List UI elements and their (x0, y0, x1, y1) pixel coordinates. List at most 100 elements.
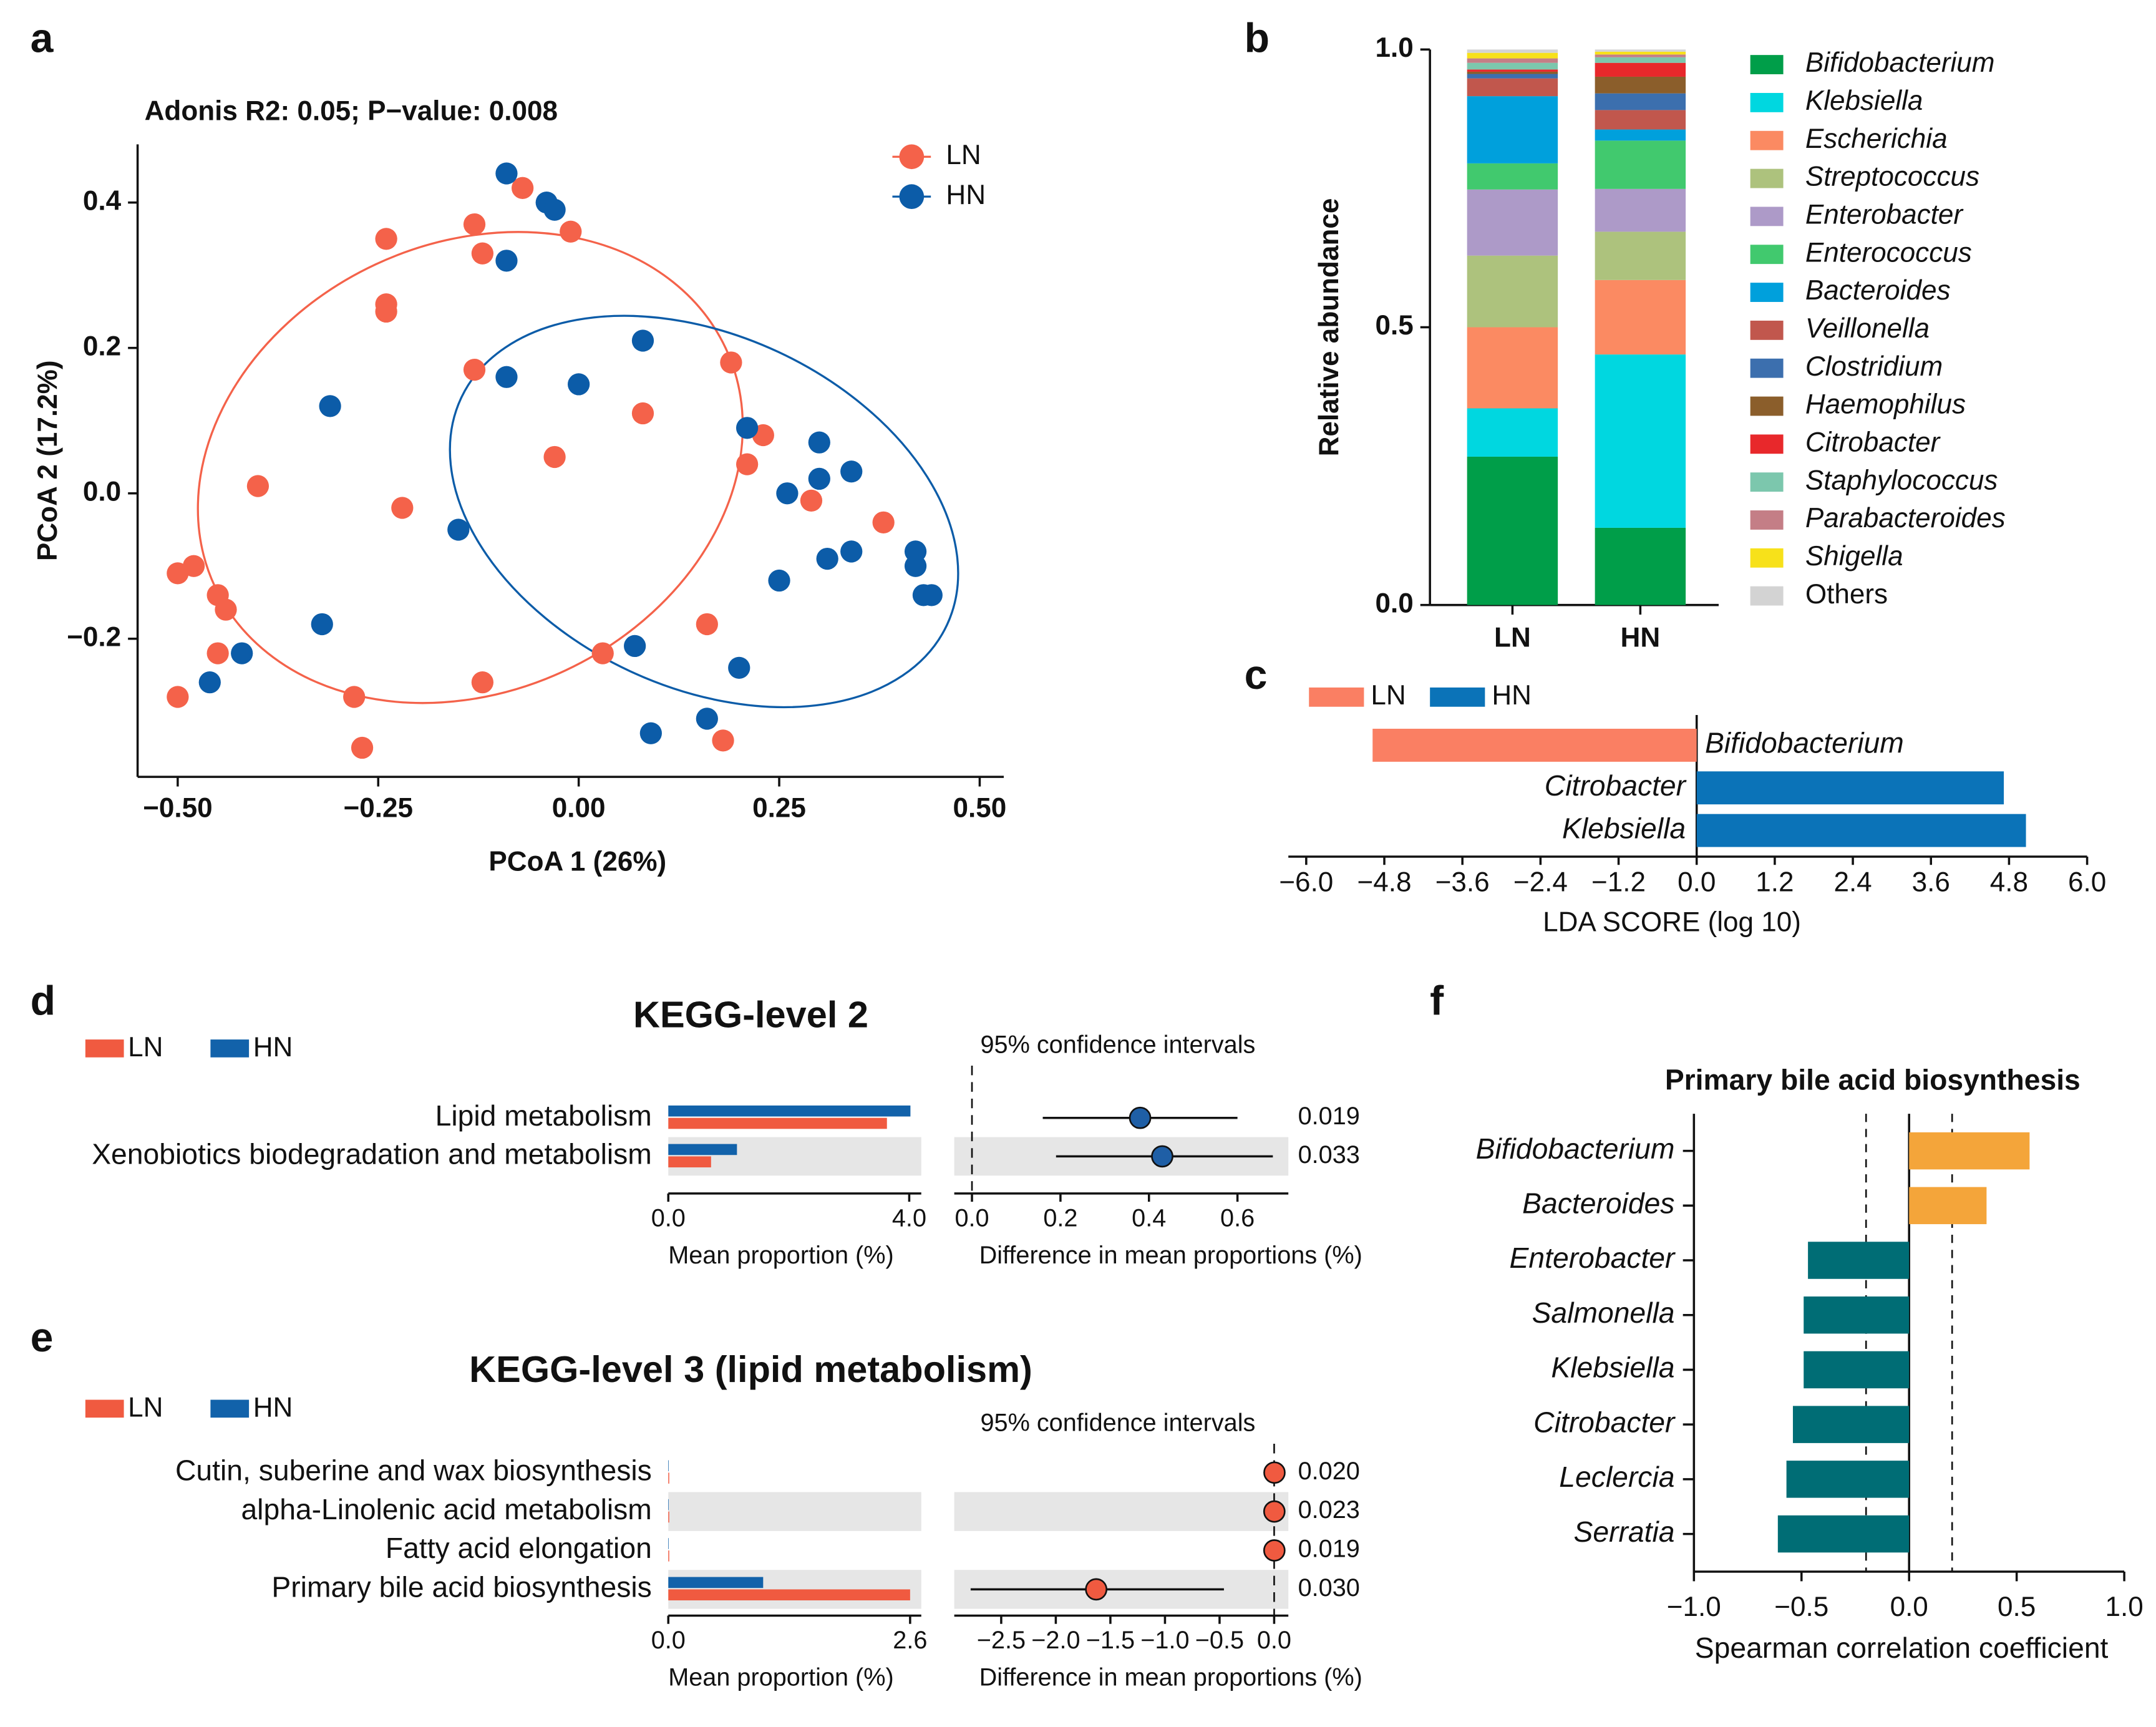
legend-label: Enterobacter (1805, 200, 1964, 230)
panel-label: e (31, 1315, 54, 1361)
x-tick-label: 0.0 (1678, 867, 1716, 898)
legend-swatch (1750, 548, 1784, 568)
data-point (495, 366, 518, 388)
x-tick-label: 0.5 (1998, 1592, 2036, 1622)
data-point (920, 584, 943, 606)
category-label: Fatty acid elongation (386, 1532, 652, 1564)
bar (1804, 1296, 1910, 1334)
y-tick-label: 0.5 (1375, 310, 1413, 341)
y-axis-label: Relative abundance (1314, 198, 1344, 457)
data-point (840, 460, 863, 483)
bar (1804, 1351, 1910, 1389)
bar-segment (1595, 76, 1686, 94)
legend-marker (899, 144, 925, 170)
legend-label: Others (1805, 579, 1888, 610)
data-point (231, 642, 253, 664)
data-point (840, 540, 863, 563)
x-tick-label: −0.50 (143, 793, 213, 824)
category-label: Primary bile acid biosynthesis (271, 1571, 651, 1603)
data-point (182, 555, 205, 577)
x-tick-label: HN (1621, 622, 1661, 653)
x-tick-label: 0.4 (1132, 1204, 1166, 1232)
data-point (568, 373, 590, 396)
bar-segment (1467, 408, 1558, 457)
bar-segment (1595, 62, 1686, 77)
legend-swatch (1750, 130, 1784, 150)
data-point (808, 467, 830, 490)
data-point (351, 736, 374, 759)
bar (1909, 1132, 2030, 1170)
x-tick-label: 1.0 (2105, 1592, 2143, 1622)
legend-label: Haemophilus (1805, 389, 1966, 420)
x-axis-label: Difference in mean proportions (%) (979, 1663, 1362, 1691)
panel-label: f (1430, 978, 1444, 1024)
legend-swatch (210, 1399, 250, 1418)
legend-marker (899, 184, 925, 209)
legend-label: Parabacteroides (1805, 503, 2006, 533)
legend-swatch (1750, 92, 1784, 112)
data-point (391, 497, 414, 519)
x-tick-label: 0.0 (954, 1204, 989, 1232)
bar (668, 1105, 911, 1117)
bar-segment (1467, 62, 1558, 70)
data-point (631, 329, 654, 352)
bar-segment (1595, 527, 1686, 605)
x-axis-label: PCoA 1 (26%) (488, 847, 666, 877)
legend-swatch (1750, 396, 1784, 416)
data-point (319, 395, 341, 417)
bar (668, 1538, 669, 1549)
bar-segment (1595, 51, 1686, 55)
bar (668, 1460, 669, 1472)
chart-title: KEGG-level 3 (lipid metabolism) (469, 1348, 1032, 1390)
category-label: Klebsiella (1562, 812, 1686, 844)
bar-segment (1467, 49, 1558, 53)
data-point (495, 162, 518, 185)
legend-label: LN (128, 1393, 163, 1423)
legend-label: Citrobacter (1805, 427, 1941, 457)
bar-segment (1467, 456, 1558, 605)
x-tick-label: −2.4 (1513, 867, 1568, 898)
data-point (800, 489, 823, 512)
x-tick-label: 4.0 (892, 1204, 926, 1232)
legend-swatch (1750, 168, 1784, 188)
bar-segment (1467, 189, 1558, 256)
data-point (816, 547, 838, 570)
x-tick-label: −1.2 (1591, 867, 1646, 898)
legend-swatch (1750, 358, 1784, 378)
legend-label: Streptococcus (1805, 162, 1979, 192)
y-tick-label: 1.0 (1375, 32, 1413, 63)
bar (1786, 1461, 1910, 1498)
x-tick-label: 0.0 (651, 1204, 686, 1232)
data-point (736, 453, 759, 475)
x-tick-label: −4.8 (1357, 867, 1412, 898)
x-tick-label: 6.0 (2068, 867, 2106, 898)
category-label: Enterobacter (1510, 1242, 1676, 1274)
legend-label: HN (253, 1032, 293, 1063)
data-point (206, 642, 229, 664)
data-point (543, 198, 566, 221)
bar-segment (1595, 57, 1686, 63)
difference-point (1263, 1500, 1286, 1523)
bar-segment (1595, 354, 1686, 528)
p-value: 0.030 (1298, 1574, 1360, 1602)
bar-segment (1467, 52, 1558, 59)
bar-segment (1595, 231, 1686, 280)
x-tick-label: 1.2 (1755, 867, 1794, 898)
bar (1792, 1406, 1910, 1443)
x-tick-label: −2.0 (1031, 1627, 1080, 1654)
data-point (463, 213, 486, 236)
x-tick-label: 0.25 (752, 793, 806, 824)
data-point (696, 613, 718, 636)
legend-swatch (1750, 245, 1784, 265)
data-point (712, 729, 734, 752)
x-tick-label: 0.0 (1257, 1627, 1291, 1654)
difference-point (1263, 1461, 1286, 1484)
data-point (495, 250, 518, 272)
category-label: Salmonella (1532, 1296, 1675, 1329)
category-label: Klebsiella (1551, 1351, 1674, 1384)
bar-segment (1595, 54, 1686, 57)
x-axis-label: Mean proportion (%) (668, 1242, 893, 1269)
data-point (246, 475, 270, 497)
legend-label: Klebsiella (1805, 85, 1923, 116)
legend-swatch (1309, 687, 1364, 707)
